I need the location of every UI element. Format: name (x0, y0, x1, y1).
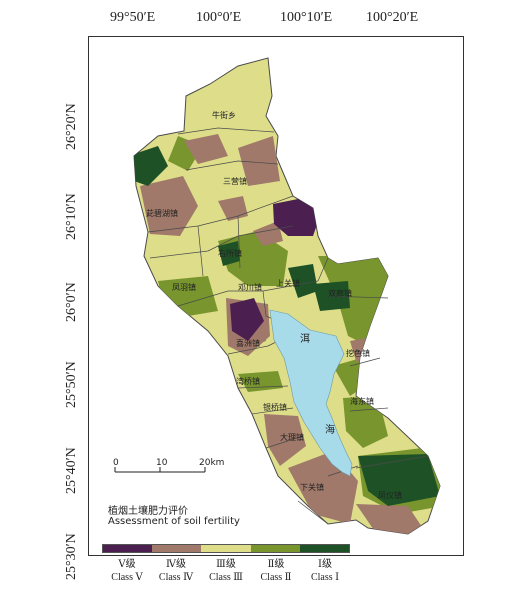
scale-tick-20-value: 20 (199, 458, 211, 468)
legend-label-cn: Ⅱ级 (267, 559, 285, 570)
legend-swatch-class-4 (152, 545, 202, 552)
legend-swatch-class-5 (103, 545, 153, 552)
lake-label-hai: 海 (325, 423, 335, 436)
town-label: 挖色镇 (346, 348, 370, 358)
town-label: 大理镇 (280, 432, 304, 442)
legend-label-cn: Ⅲ级 (216, 559, 236, 570)
lat-label-26-10: 26°10′N (64, 193, 79, 240)
zone-class-5 (273, 198, 320, 236)
legend-swatch-class-2 (250, 545, 300, 552)
lat-label-26-20: 26°20′N (64, 103, 79, 150)
scale-tick-10: 10 (156, 458, 168, 468)
zone-class-4 (356, 504, 428, 534)
town-label: 茈碧湖镇 (146, 208, 178, 218)
legend-label-cn: Ⅰ级 (318, 559, 332, 570)
lon-label-100-0: 100°0′E (196, 10, 242, 25)
lat-label-25-30: 25°30′N (64, 533, 79, 580)
scale-unit: km (210, 458, 225, 468)
zone-class-4 (253, 221, 283, 246)
legend-label-cn: Ⅳ级 (166, 559, 186, 570)
legend-label-en: Class Ⅰ (310, 572, 340, 583)
town-label: 三营镇 (223, 176, 247, 186)
zone-class-1 (358, 454, 440, 506)
zone-class-4 (140, 176, 198, 236)
zone-class-1 (218, 241, 240, 266)
erhai-lake (269, 309, 353, 477)
legend-label-class-2: Ⅱ级 Class Ⅱ (251, 558, 301, 584)
zone-class-4 (264, 414, 306, 466)
zone-class-4 (184, 134, 228, 164)
scale-bar (114, 467, 206, 473)
scale-tick-20: 20km (199, 458, 224, 468)
town-label: 右所镇 (218, 248, 242, 258)
zone-class-5 (230, 298, 264, 341)
town-label: 牛街乡 (212, 110, 236, 120)
legend-swatch-class-1 (299, 545, 350, 552)
town-label: 海东镇 (350, 396, 374, 406)
legend-label-en: Class Ⅱ (260, 572, 292, 583)
town-label: 湾桥镇 (236, 376, 260, 386)
town-label: 喜洲镇 (236, 338, 260, 348)
town-label: 下关镇 (300, 482, 324, 492)
zone-class-1 (134, 146, 168, 186)
scale-tick-0: 0 (113, 458, 119, 468)
township-boundaries (147, 127, 429, 525)
soil-fertility-map: 洱 海 牛街乡 三营镇 茈碧湖镇 右所镇 凤羽镇 邓川镇 上关镇 双廊镇 挖色镇… (133, 57, 441, 535)
lat-label-25-40: 25°40′N (64, 447, 79, 494)
legend-label-cn: Ⅴ级 (118, 559, 136, 570)
legend-label-class-4: Ⅳ级 Class Ⅳ (151, 558, 201, 584)
legend-title-en: Assessment of soil fertility (108, 516, 240, 527)
town-label: 双廊镇 (328, 288, 352, 298)
lat-label-25-50: 25°50′N (64, 361, 79, 408)
zone-class-4 (238, 136, 280, 186)
town-label: 凤仪镇 (378, 490, 402, 500)
town-label: 上关镇 (276, 278, 300, 288)
legend-swatch-class-3 (201, 545, 251, 552)
lon-label-100-10: 100°10′E (280, 10, 333, 25)
legend-label-en: Class Ⅲ (209, 572, 243, 583)
legend-label-class-1: Ⅰ级 Class Ⅰ (300, 558, 350, 584)
legend-label-class-3: Ⅲ级 Class Ⅲ (201, 558, 251, 584)
zone-class-2 (318, 256, 388, 346)
town-label: 凤羽镇 (172, 282, 196, 292)
lon-label-100-20: 100°20′E (366, 10, 419, 25)
legend-title-cn: 植烟土壤肥力评价 (108, 506, 188, 517)
legend-label-en: Class Ⅴ (111, 572, 143, 583)
legend-color-bar (102, 544, 350, 553)
town-label: 邓川镇 (238, 282, 262, 292)
lon-label-99-50: 99°50′E (110, 10, 156, 25)
legend-label-en: Class Ⅳ (158, 572, 194, 583)
zone-class-1 (288, 264, 318, 298)
lat-label-26-0: 26°0′N (64, 282, 79, 322)
town-label: 银桥镇 (263, 402, 287, 412)
zone-class-2 (158, 276, 218, 316)
legend-label-class-5: Ⅴ级 Class Ⅴ (102, 558, 152, 584)
lake-label-er: 洱 (300, 332, 310, 345)
